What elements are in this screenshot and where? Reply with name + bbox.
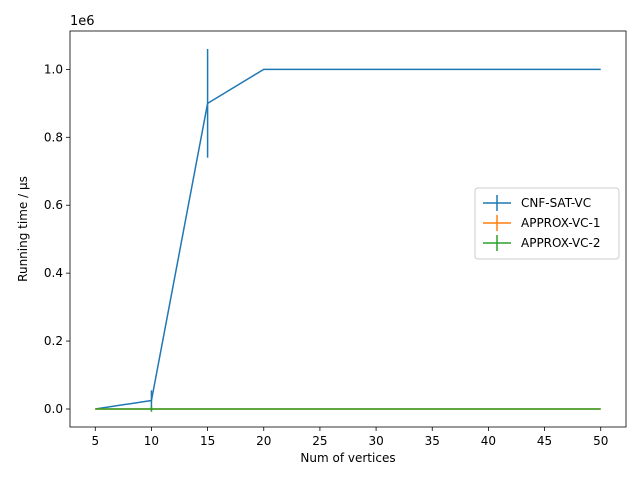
x-tick-label: 30 bbox=[368, 434, 383, 448]
y-tick-label: 1.0 bbox=[44, 62, 63, 76]
x-tick-label: 35 bbox=[425, 434, 440, 448]
x-tick-label: 50 bbox=[593, 434, 608, 448]
x-tick-label: 45 bbox=[537, 434, 552, 448]
legend-label: APPROX-VC-2 bbox=[521, 236, 601, 250]
y-tick-label: 0.6 bbox=[44, 198, 63, 212]
axes-frame bbox=[69, 30, 627, 428]
x-axis-label: Num of vertices bbox=[300, 451, 395, 465]
y-axis-label: Running time / μs bbox=[16, 176, 30, 282]
y-axis: 0.0 0.2 0.4 0.6 0.8 1.0 bbox=[44, 62, 70, 416]
y-scale-label: 1e6 bbox=[70, 14, 95, 29]
series-approx-vc-2 bbox=[95, 406, 601, 412]
x-tick-label: 10 bbox=[144, 434, 159, 448]
x-tick-label: 40 bbox=[481, 434, 496, 448]
legend-item: APPROX-VC-2 bbox=[483, 235, 601, 251]
x-tick-label: 5 bbox=[91, 434, 99, 448]
x-tick-label: 15 bbox=[200, 434, 215, 448]
legend-label: CNF-SAT-VC bbox=[521, 196, 591, 210]
x-tick-label: 25 bbox=[312, 434, 327, 448]
x-axis: 5 10 15 20 25 30 35 40 45 50 bbox=[91, 427, 608, 448]
y-tick-label: 0.2 bbox=[44, 334, 63, 348]
y-tick-label: 0.8 bbox=[44, 130, 63, 144]
legend: CNF-SAT-VC APPROX-VC-1 APPROX-VC-2 bbox=[474, 187, 620, 260]
y-tick-label: 0.0 bbox=[44, 402, 63, 416]
legend-box bbox=[474, 187, 620, 260]
legend-item: CNF-SAT-VC bbox=[483, 195, 591, 211]
legend-label: APPROX-VC-1 bbox=[521, 216, 601, 230]
x-tick-label: 20 bbox=[256, 434, 271, 448]
y-tick-label: 0.4 bbox=[44, 266, 63, 280]
legend-item: APPROX-VC-1 bbox=[483, 215, 601, 231]
plot-area bbox=[95, 49, 601, 412]
